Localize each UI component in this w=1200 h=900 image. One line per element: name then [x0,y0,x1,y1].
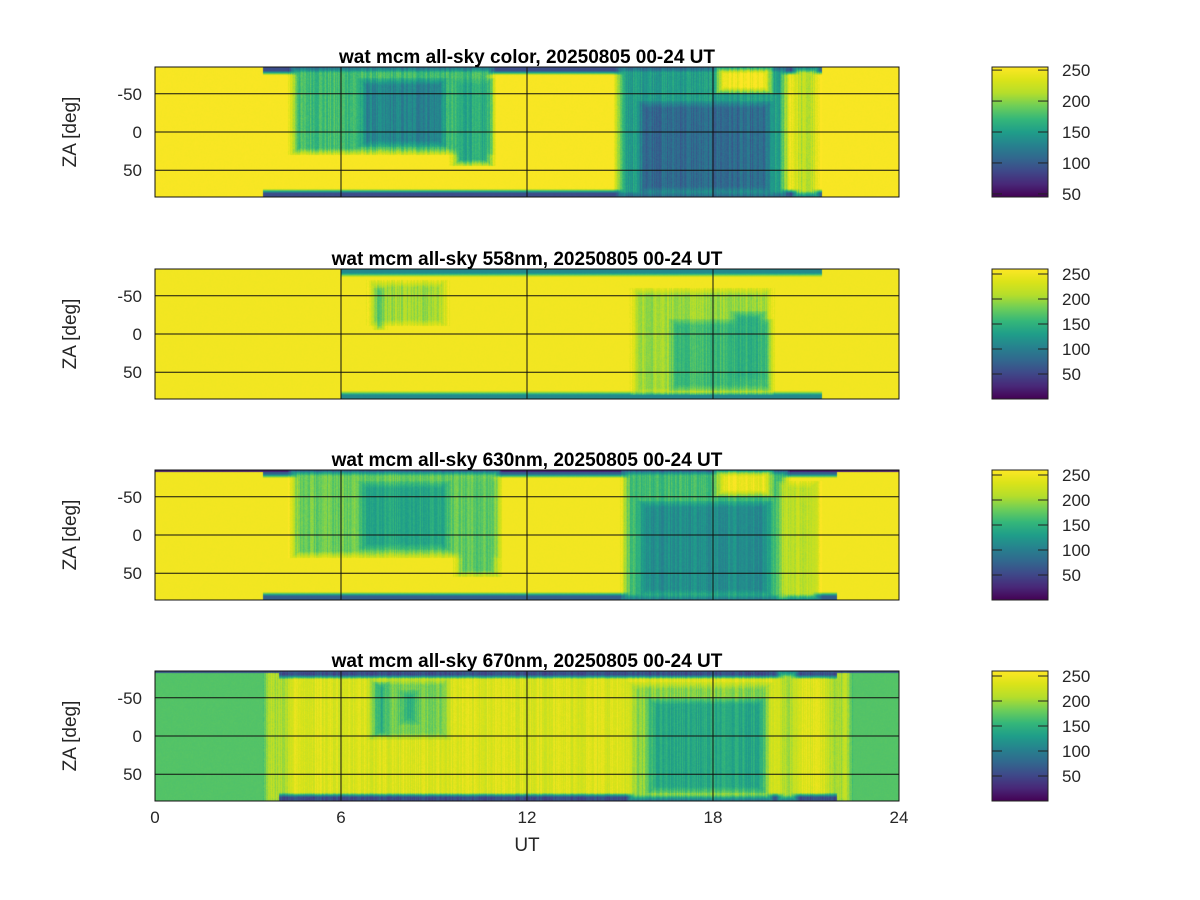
colorbar-gradient [991,469,1049,601]
panel-title: wat mcm all-sky 630nm, 20250805 00-24 UT [331,450,723,471]
axes-frame [154,670,900,802]
colorbar-tick-label: 200 [1062,491,1090,510]
y-tick-label: 0 [133,123,142,142]
panel-1: wat mcm all-sky color, 20250805 00-24 UT… [60,47,1090,204]
y-tick-label: 50 [123,161,142,180]
panel-3: wat mcm all-sky 630nm, 20250805 00-24 UT… [60,450,1090,601]
axes-frame [154,268,900,400]
colorbar: 50 100 150 200 250 [991,61,1090,204]
colorbar-tick-label: 150 [1062,315,1090,334]
panel-title: wat mcm all-sky 558nm, 20250805 00-24 UT [331,249,723,270]
y-tick-label: 50 [123,363,142,382]
colorbar-tick-label: 50 [1062,185,1081,204]
colorbar-tick-label: 50 [1062,767,1081,786]
y-axis-label: ZA [deg] [60,299,81,370]
y-tick-label: -50 [117,287,142,306]
y-tick-label: 0 [133,526,142,545]
panel-2: wat mcm all-sky 558nm, 20250805 00-24 UT… [60,249,1090,400]
colorbar-tick-label: 50 [1062,566,1081,585]
x-tick-label: 18 [704,808,723,827]
y-tick-label: -50 [117,689,142,708]
colorbar-tick-label: 250 [1062,265,1090,284]
y-tick-label: -50 [117,488,142,507]
panel-4: wat mcm all-sky 670nm, 20250805 00-24 UT… [60,651,1090,827]
colorbar-tick-label: 100 [1062,541,1090,560]
y-axis-label: ZA [deg] [60,500,81,571]
colorbar-tick-label: 200 [1062,692,1090,711]
y-tick-label: 0 [133,727,142,746]
colorbar: 50 100 150 200 250 [991,667,1090,802]
x-tick-label: 6 [336,808,345,827]
x-axis-label: UT [514,835,540,856]
colorbar-tick-label: 150 [1062,123,1090,142]
x-tick-label: 24 [890,808,909,827]
colorbar-tick-label: 250 [1062,466,1090,485]
colorbar-tick-label: 200 [1062,92,1090,111]
y-tick-label: 50 [123,564,142,583]
y-axis-label: ZA [deg] [60,701,81,772]
y-tick-label: 50 [123,765,142,784]
colorbar-tick-label: 100 [1062,742,1090,761]
colorbar-tick-label: 100 [1062,340,1090,359]
colorbar-tick-label: 200 [1062,290,1090,309]
colorbar-tick-label: 250 [1062,667,1090,686]
y-axis-label: ZA [deg] [60,97,81,168]
axes-frame [154,66,900,198]
colorbar-tick-label: 250 [1062,61,1090,80]
colorbar: 50 100 150 200 250 [991,265,1090,400]
colorbar-tick-label: 150 [1062,717,1090,736]
colorbar: 50 100 150 200 250 [991,466,1090,601]
y-tick-label: -50 [117,85,142,104]
panel-title: wat mcm all-sky 670nm, 20250805 00-24 UT [331,651,723,672]
colorbar-tick-label: 50 [1062,365,1081,384]
colorbar-gradient [991,268,1049,400]
y-tick-label: 0 [133,325,142,344]
x-tick-label: 0 [150,808,159,827]
x-tick-label: 12 [518,808,537,827]
panel-title: wat mcm all-sky color, 20250805 00-24 UT [338,47,715,68]
colorbar-gradient [991,670,1049,802]
colorbar-tick-label: 150 [1062,516,1090,535]
colorbar-tick-label: 100 [1062,154,1090,173]
axes-frame [154,469,900,601]
